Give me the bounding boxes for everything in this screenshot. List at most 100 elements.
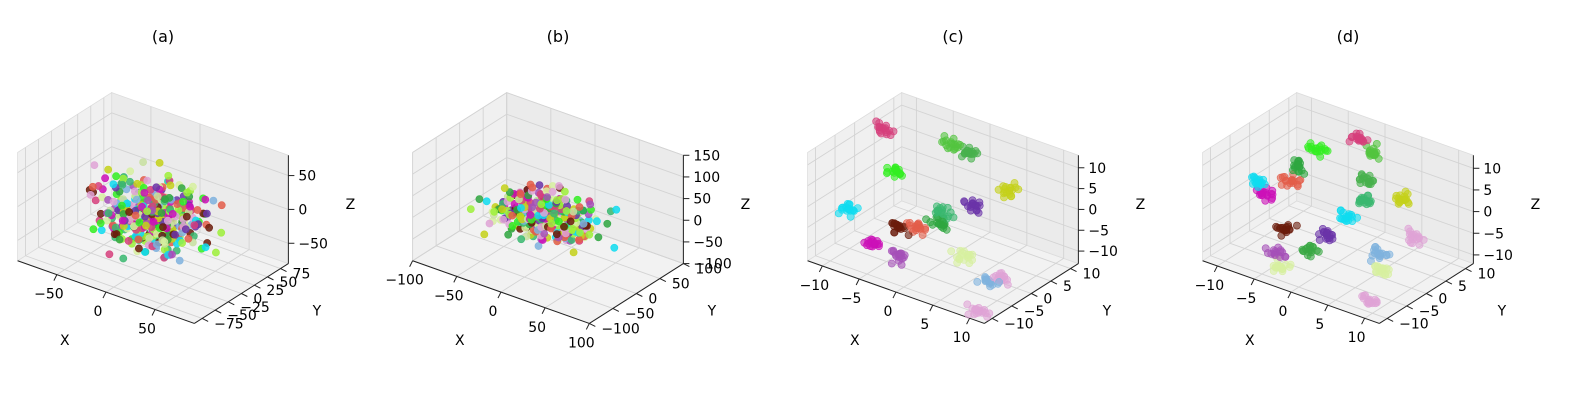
y-tick-label: 10 — [1083, 267, 1101, 283]
x-grid-line — [895, 123, 991, 293]
z-tick-label: 150 — [693, 148, 720, 164]
scatter-point — [838, 205, 846, 214]
scatter-point — [211, 248, 220, 257]
y-tick — [1070, 268, 1077, 273]
y-tick — [254, 284, 261, 289]
scatter-point — [891, 165, 899, 174]
scatter-point — [949, 134, 958, 143]
z-grid-line — [807, 187, 1079, 252]
scatter-point — [1345, 210, 1353, 218]
scatter-point — [1264, 249, 1272, 257]
scatter-point — [526, 211, 535, 219]
x-grid-line — [154, 141, 250, 310]
scatter-point — [143, 176, 152, 185]
scatter-point — [140, 188, 149, 197]
scatter-point — [171, 230, 180, 239]
scatter-point — [562, 207, 571, 215]
scatter-point — [1014, 185, 1023, 194]
scatter-point — [201, 243, 210, 252]
y-axis-label: Y — [1102, 303, 1112, 319]
y-tick-label: −25 — [240, 300, 270, 316]
scatter-point — [573, 195, 582, 204]
y-tick — [1445, 280, 1453, 285]
scatter-point — [966, 251, 974, 259]
z-tick-label: −50 — [693, 235, 723, 251]
z-grid-line — [807, 104, 1079, 169]
scatter-point — [155, 158, 164, 167]
z-grid-line — [412, 92, 684, 156]
scatter-point — [89, 225, 98, 234]
x-tick-label: 5 — [1315, 317, 1324, 333]
y-tick — [1465, 268, 1472, 273]
scatter-point — [104, 165, 113, 174]
scatter-point — [111, 223, 120, 232]
scatter-point — [132, 195, 141, 204]
scatter-point — [177, 184, 186, 192]
scatter-point — [86, 190, 95, 199]
scatter-point — [91, 196, 100, 205]
scatter-point — [1293, 221, 1301, 230]
y-grid-line — [77, 114, 255, 286]
scatter-point — [1419, 235, 1428, 244]
x-tick — [966, 317, 971, 325]
scatter-point — [1286, 179, 1294, 188]
scatter-point — [886, 131, 895, 139]
scatter-point — [1258, 190, 1267, 199]
scatter-point — [593, 217, 601, 226]
scatter-point — [97, 226, 106, 235]
scatter-point — [119, 254, 128, 263]
scatter-point — [193, 206, 202, 214]
scatter-point — [942, 136, 950, 145]
x-tick — [818, 265, 823, 273]
scatter-point — [547, 219, 556, 228]
scatter-point — [973, 277, 982, 286]
scatter-point — [118, 180, 127, 189]
y-tick-label: 10 — [1478, 267, 1496, 283]
x-tick-label: 0 — [1279, 304, 1288, 320]
y-tick — [201, 317, 209, 322]
x-tick-label: 50 — [528, 320, 546, 336]
scatter-point — [905, 218, 914, 227]
y-tick-label: 75 — [293, 267, 311, 283]
scatter-point — [555, 182, 563, 190]
scatter-point — [158, 223, 167, 231]
scatter-point — [1347, 133, 1356, 141]
x-tick — [102, 291, 107, 299]
scatter-point — [553, 196, 561, 205]
y-tick-label: 100 — [695, 262, 722, 278]
scatter-point — [566, 217, 575, 226]
scatter-point — [152, 183, 161, 192]
scatter-point — [537, 200, 546, 208]
scatter-point — [944, 212, 953, 221]
y-tick — [1406, 305, 1413, 310]
scatter-point — [109, 197, 118, 206]
y-tick-label: 0 — [1438, 292, 1447, 308]
scatter-point — [500, 184, 509, 192]
y-tick — [991, 317, 999, 322]
scatter-point — [1276, 173, 1285, 182]
y-grid-line — [1288, 97, 1466, 269]
scatter-point — [482, 197, 491, 206]
scatter-point — [166, 181, 175, 190]
z-tick-label: 50 — [693, 192, 711, 208]
scatter-point — [543, 193, 551, 201]
scatter-point — [1366, 199, 1374, 208]
y-tick-label: 0 — [648, 292, 657, 308]
z-axis-label: Z — [1531, 197, 1541, 213]
chart-title: (b) — [547, 27, 570, 46]
x-tick — [409, 260, 414, 267]
scatter-point — [973, 149, 982, 158]
scatter-point — [938, 217, 947, 226]
x-tick-label: −100 — [385, 273, 423, 289]
scatter-point — [184, 234, 193, 243]
x-axis-label: X — [850, 333, 860, 349]
x-tick — [1213, 265, 1218, 273]
y-axis-label: Y — [312, 303, 322, 319]
scatter-point — [182, 212, 191, 221]
y-grid-line — [103, 97, 281, 269]
scatter-point — [1284, 221, 1293, 229]
scatter-point — [153, 192, 162, 201]
scatter-point — [1306, 242, 1314, 250]
z-tick-label: −5 — [1483, 226, 1504, 242]
